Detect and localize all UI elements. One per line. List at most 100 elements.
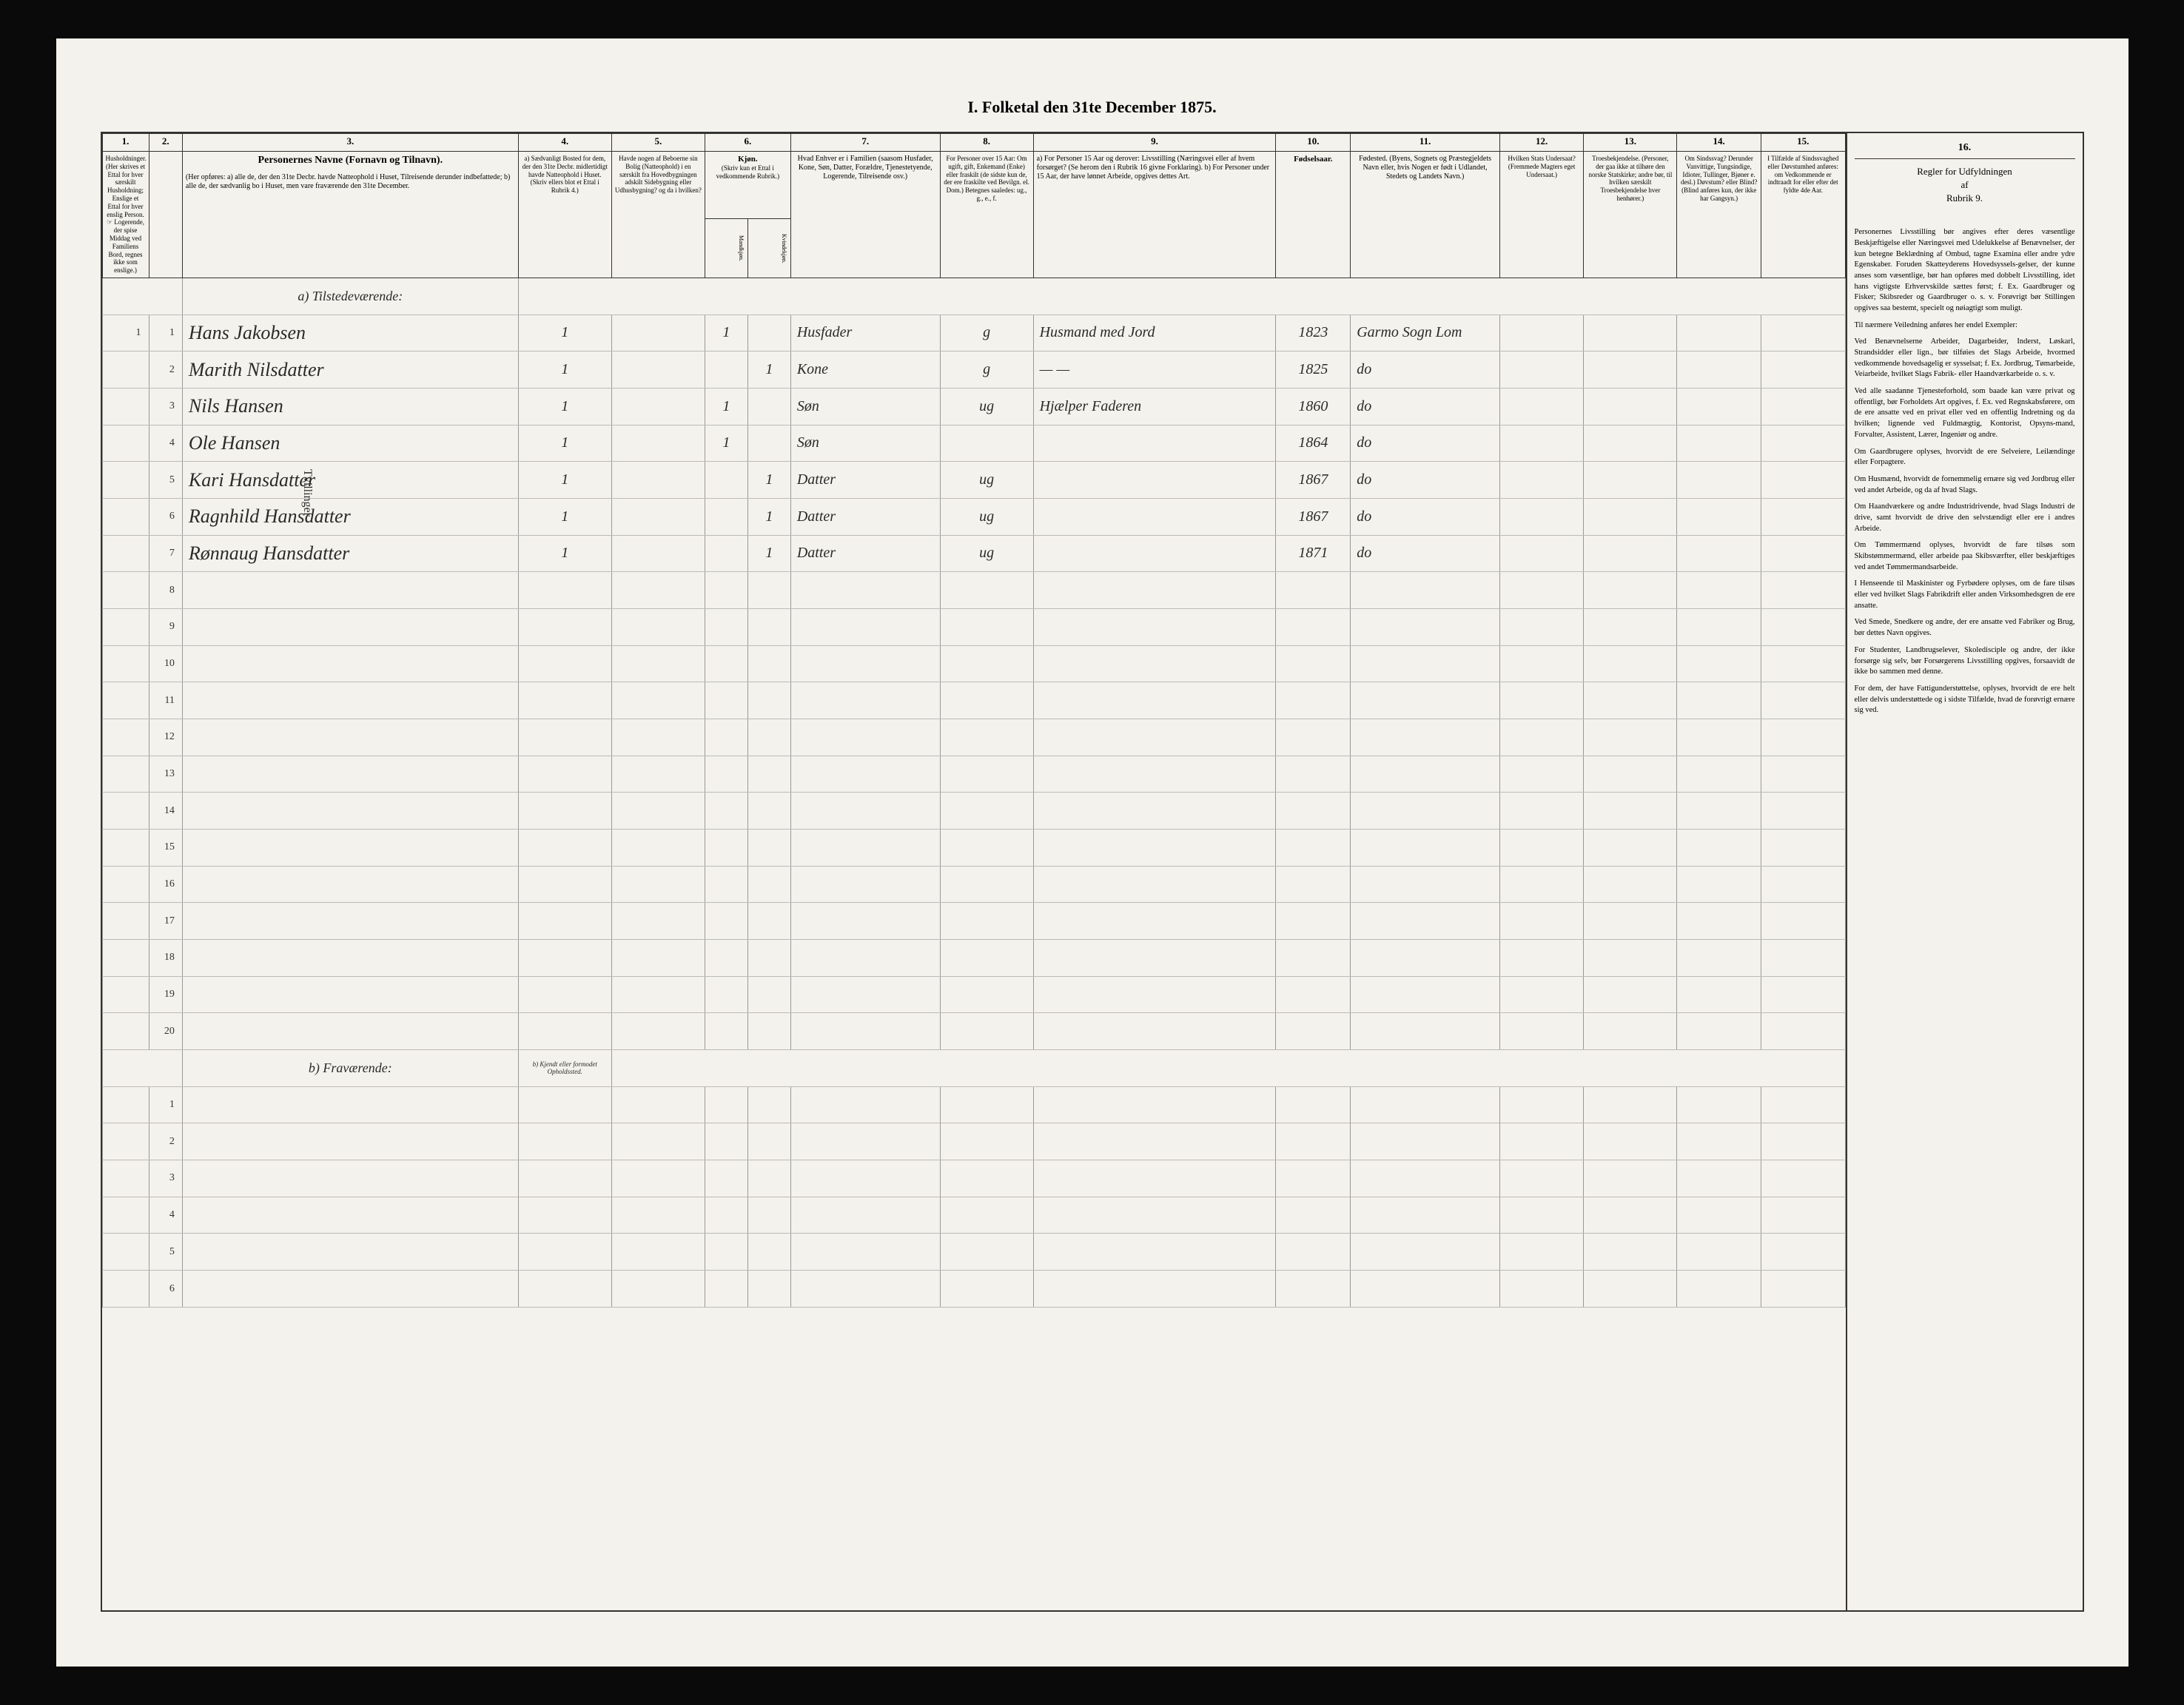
section-b-label: b) Fraværende: (182, 1050, 518, 1087)
row-num: 9 (149, 609, 182, 646)
notes-paragraph: Til nærmere Veiledning anføres her endel… (1855, 320, 2075, 332)
sex-f (747, 315, 790, 352)
person-name: Kari HansdatterTvillinger (182, 462, 518, 499)
entry-row: 5 Kari HansdatterTvillinger 1 1 Datter u… (102, 462, 1845, 499)
hdr-col12: Hvilken Stats Undersaat? (Fremmede Magte… (1499, 152, 1583, 278)
hdr-col13: Troesbekjendelse. (Personer, der gaa ikk… (1584, 152, 1677, 278)
row-num: 19 (149, 976, 182, 1013)
row-num: 17 (149, 903, 182, 940)
notes-header: Regler for Udfyldningen af Rubrik 9. (1855, 165, 2075, 206)
entry-row: 4 Ole Hansen 1 1 Søn 1864 do (102, 425, 1845, 462)
person-name: Nils Hansen (182, 388, 518, 425)
blank-row-b: 6 (102, 1271, 1845, 1308)
sex-m (705, 352, 747, 389)
person-num: 4 (149, 425, 182, 462)
blank-row: 16 (102, 866, 1845, 903)
birthplace: Garmo Sogn Lom (1351, 315, 1500, 352)
col15-val (1761, 535, 1845, 572)
colnum-7: 7. (790, 134, 940, 152)
table-wrapper: 1. 2. 3. 4. 5. 6. 7. 8. 9. 10. 11. 12. 1… (101, 132, 2084, 1612)
row-num: 8 (149, 572, 182, 609)
entry-row: 7 Rønnaug Hansdatter 1 1 Datter ug 1871 … (102, 535, 1845, 572)
col4-val: 1 (518, 462, 611, 499)
hdr-col3-sub: (Her opføres: a) alle de, der den 31te D… (186, 173, 515, 191)
relation: Datter (790, 535, 940, 572)
birth-year: 1871 (1276, 535, 1351, 572)
census-table: 1. 2. 3. 4. 5. 6. 7. 8. 9. 10. 11. 12. 1… (102, 133, 1846, 1273)
section-a-label: a) Tilstedeværende: (182, 278, 518, 315)
blank-row: 9 (102, 609, 1845, 646)
section-b-row: b) Fraværende:b) Kjendt eller formodet O… (102, 1050, 1845, 1087)
colnum-8: 8. (940, 134, 1033, 152)
hdr-col6: Kjøn. (Skriv kun et Ettal i vedkommende … (705, 152, 790, 219)
birthplace: do (1351, 462, 1500, 499)
marital: ug (940, 535, 1033, 572)
sex-f: 1 (747, 462, 790, 499)
row-num: 2 (149, 1123, 182, 1160)
notes-paragraph: Om Haandværkere og andre Industridrivend… (1855, 502, 2075, 534)
sex-m (705, 535, 747, 572)
birth-year: 1867 (1276, 462, 1351, 499)
blank-row-b: 4 (102, 1197, 1845, 1234)
sex-m: 1 (705, 425, 747, 462)
birth-year: 1825 (1276, 352, 1351, 389)
blank-row: 12 (102, 719, 1845, 756)
hdr-col7: Hvad Enhver er i Familien (saasom Husfad… (790, 152, 940, 278)
household-num (102, 535, 149, 572)
blank-row: 20 (102, 1013, 1845, 1050)
col12-val (1499, 462, 1583, 499)
col12-val (1499, 535, 1583, 572)
col13-val (1584, 315, 1677, 352)
col5-val (611, 535, 705, 572)
notes-body: Personernes Livsstilling bør angives eft… (1855, 227, 2075, 716)
person-name: Marith Nilsdatter (182, 352, 518, 389)
household-num (102, 352, 149, 389)
marital: ug (940, 388, 1033, 425)
col15-val (1761, 498, 1845, 535)
col15-val (1761, 462, 1845, 499)
notes-paragraph: Om Gaardbrugere oplyses, hvorvidt de ere… (1855, 447, 2075, 468)
colnum-9: 9. (1033, 134, 1276, 152)
birthplace: do (1351, 352, 1500, 389)
col12-val (1499, 315, 1583, 352)
hdr-col9: a) For Personer 15 Aar og derover: Livss… (1033, 152, 1276, 278)
colnum-16: 16. (1855, 141, 2075, 159)
occupation (1033, 462, 1276, 499)
blank-row-b: 1 (102, 1086, 1845, 1123)
hdr-col5: Havde nogen af Beboerne sin Bolig (Natte… (611, 152, 705, 278)
hdr-col8: For Personer over 15 Aar: Om ugift, gift… (940, 152, 1033, 278)
col14-val (1677, 498, 1761, 535)
blank-row: 14 (102, 793, 1845, 830)
person-name: Ole Hansen (182, 425, 518, 462)
hdr-col6b: Kvindekjøn. (747, 218, 790, 278)
col5-val (611, 352, 705, 389)
person-num: 7 (149, 535, 182, 572)
colnum-14: 14. (1677, 134, 1761, 152)
occupation (1033, 425, 1276, 462)
row-num: 11 (149, 682, 182, 719)
row-num: 6 (149, 1271, 182, 1308)
entry-row: 6 Ragnhild Hansdatter 1 1 Datter ug 1867… (102, 498, 1845, 535)
col5-val (611, 388, 705, 425)
col15-val (1761, 315, 1845, 352)
col15-val (1761, 425, 1845, 462)
household-num (102, 425, 149, 462)
colnum-6: 6. (705, 134, 790, 152)
row-num: 4 (149, 1197, 182, 1234)
entry-row: 2 Marith Nilsdatter 1 1 Kone g — — 1825 … (102, 352, 1845, 389)
col5-val (611, 315, 705, 352)
col12-val (1499, 425, 1583, 462)
blank-row: 10 (102, 645, 1845, 682)
sex-m: 1 (705, 388, 747, 425)
household-num (102, 498, 149, 535)
person-num: 5 (149, 462, 182, 499)
blank-row-b: 5 (102, 1234, 1845, 1271)
colnum-5: 5. (611, 134, 705, 152)
colnum-4: 4. (518, 134, 611, 152)
birthplace: do (1351, 388, 1500, 425)
hdr-col10: Fødselsaar. (1276, 152, 1351, 278)
household-num (102, 462, 149, 499)
row-num: 3 (149, 1160, 182, 1197)
col13-val (1584, 425, 1677, 462)
col14-val (1677, 425, 1761, 462)
